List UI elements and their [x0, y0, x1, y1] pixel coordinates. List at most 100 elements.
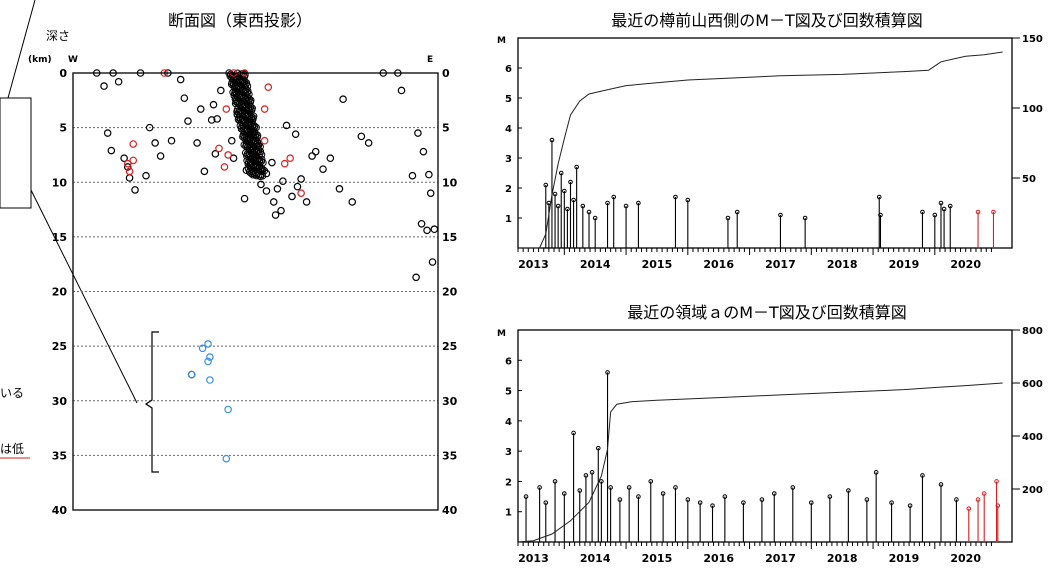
magnitude-point [555, 203, 561, 209]
side-fragment-1: いる [0, 386, 24, 400]
hypocenter [291, 130, 300, 138]
y-tick-label: 0 [442, 67, 450, 80]
mt-chart-2-ylabel: M [497, 329, 506, 339]
hypocenter [114, 77, 123, 86]
hypocenter [231, 95, 240, 104]
hypocenter [271, 211, 280, 219]
magnitude-point [589, 470, 595, 475]
magnitude-point [605, 370, 610, 375]
magnitude-point [611, 194, 617, 200]
magnitude-point [975, 497, 981, 502]
magnitude-point [941, 206, 947, 212]
dense-cluster [225, 69, 269, 181]
hypocenter [293, 182, 302, 191]
magnitude-point [565, 206, 570, 212]
y-tick-label: 30 [52, 395, 68, 408]
hypocenter [239, 88, 248, 96]
hypocenter [269, 198, 278, 206]
y-tick-label: 5 [505, 387, 512, 398]
hypocenter [258, 167, 266, 175]
hypocenter [204, 357, 212, 366]
magnitude-point [660, 491, 666, 496]
hypocenter [249, 171, 257, 179]
magnitude-point [549, 137, 555, 143]
x-tick-label: 2017 [765, 552, 796, 565]
magnitude-point [938, 482, 944, 487]
hypocenter [196, 105, 205, 113]
hypocenter [224, 151, 232, 159]
hypocenter [308, 152, 316, 160]
hypocenter [131, 186, 139, 194]
hypocenter [414, 129, 422, 137]
hypocenter [297, 175, 305, 183]
x-tick-label: 2014 [580, 258, 611, 271]
x-tick-label: 2019 [889, 258, 920, 271]
magnitude-point [558, 170, 564, 176]
y-tick-label: 6 [505, 356, 512, 367]
west-label: W [68, 55, 78, 65]
magnitude-point [552, 191, 558, 197]
hypocenter [335, 185, 344, 193]
cumulative-count-line [518, 51, 1003, 249]
hypocenter [234, 109, 243, 117]
magnitude-point [543, 500, 549, 505]
magnitude-point [827, 494, 833, 499]
y-tick-label: 3 [505, 447, 512, 458]
deep-events-bracket [144, 331, 159, 473]
hypocenter [248, 116, 257, 124]
callout-lines [0, 0, 138, 404]
y-tick-label: 40 [52, 504, 68, 517]
hypocenter [224, 405, 232, 414]
plot-frame [517, 37, 1013, 249]
hypocenter [206, 376, 214, 384]
hypocenter [243, 82, 252, 90]
hypocenter [211, 150, 220, 158]
magnitude-point [537, 485, 542, 490]
magnitude-point [722, 494, 728, 499]
hypocenter [348, 198, 357, 206]
magnitude-point [741, 500, 746, 505]
x-tick-label: 2015 [642, 552, 673, 565]
magnitude-point [734, 209, 740, 215]
mt-chart-1-title: 最近の樽前山西側のM－T図及び回数積算図 [611, 11, 923, 30]
hypocenter [425, 170, 433, 179]
hypocenter [220, 163, 229, 171]
magnitude-point [571, 197, 576, 203]
hypocenter [242, 135, 250, 144]
hypocenter [280, 159, 289, 168]
hypocenter [262, 187, 271, 195]
magnitude-point [592, 215, 598, 221]
y-tick-label: 30 [442, 395, 458, 408]
hypocenter [100, 82, 108, 90]
hypocenter [200, 167, 209, 176]
y2-tick-label: 800 [1022, 326, 1043, 337]
hypocenter [282, 121, 291, 130]
y-tick-label: 35 [52, 449, 67, 462]
magnitude-point [771, 491, 777, 496]
magnitude-point [710, 503, 715, 508]
y2-tick-label: 50 [1022, 174, 1036, 185]
y-tick-label: 5 [59, 122, 67, 135]
magnitude-point [920, 209, 925, 215]
magnitude-point [523, 494, 529, 499]
hypocenter [129, 156, 138, 165]
hypocenter [412, 273, 420, 282]
hypocenter [246, 161, 254, 170]
y-tick-label: 1 [505, 214, 512, 225]
hypocenter [397, 86, 406, 95]
magnitude-point [562, 491, 567, 496]
hypocenter [288, 192, 296, 201]
mt-chart-1-ylabel: M [497, 36, 506, 46]
cross-section-gridlines [73, 127, 438, 456]
hypocenter [430, 225, 439, 234]
hypocenter [273, 185, 282, 193]
hypocenter [239, 126, 247, 134]
x-tick-label: 2013 [518, 552, 549, 565]
hypocenter [339, 95, 347, 104]
hypocenter [247, 146, 255, 154]
hypocenter [260, 105, 269, 113]
hypocenter [207, 116, 216, 124]
hypocenter [253, 142, 262, 150]
magnitude-point [673, 194, 678, 200]
magnitude-point [673, 485, 678, 490]
